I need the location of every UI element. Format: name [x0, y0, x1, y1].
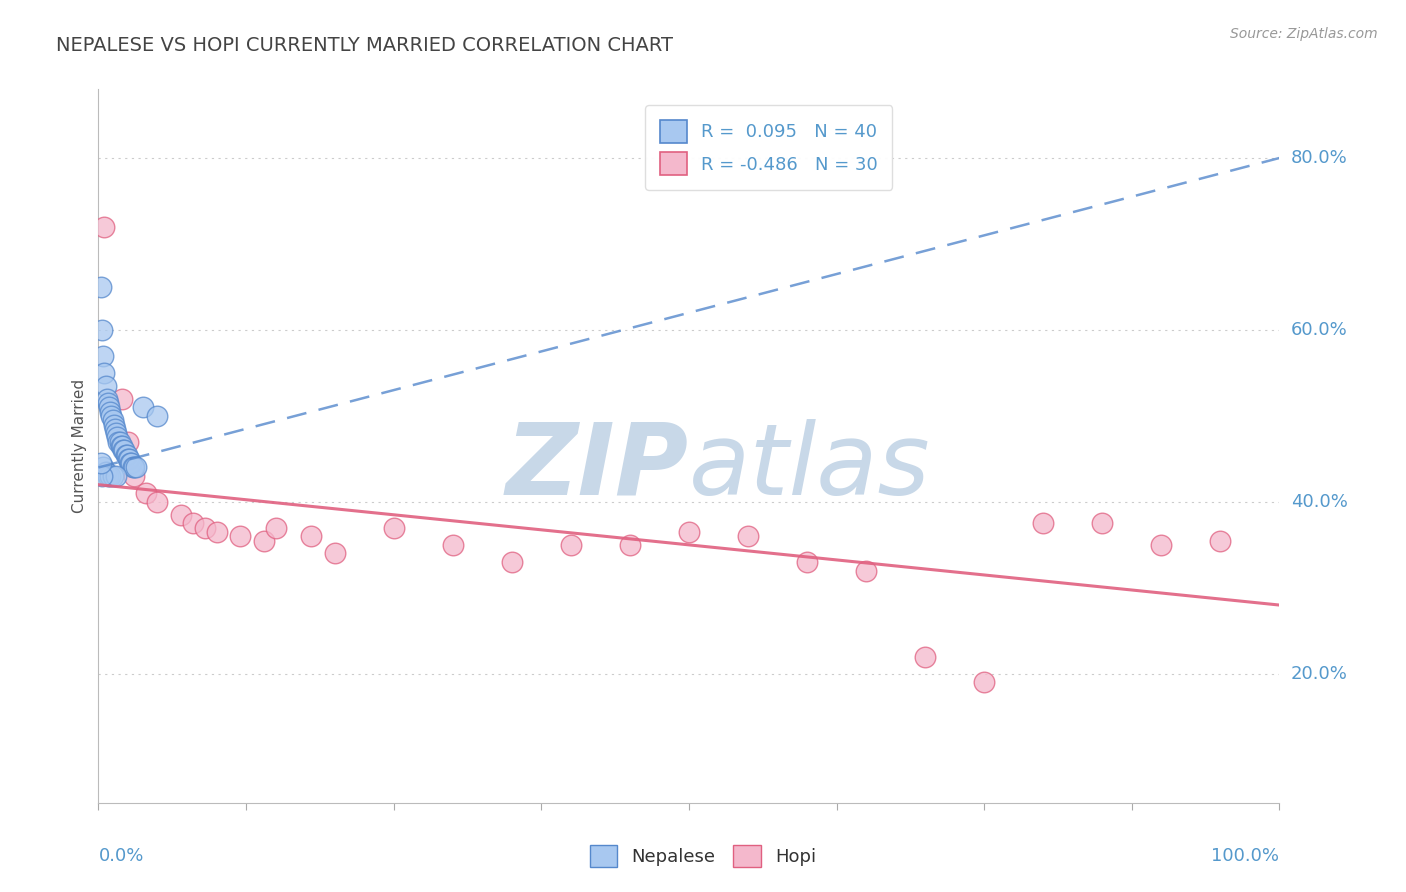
- Point: [229, 529, 252, 543]
- Point: [501, 555, 523, 569]
- Point: [560, 538, 582, 552]
- Text: 0.0%: 0.0%: [98, 847, 143, 865]
- Text: Source: ZipAtlas.com: Source: ZipAtlas.com: [1230, 27, 1378, 41]
- Point: [299, 529, 322, 543]
- Point: [323, 546, 346, 560]
- Point: [117, 434, 139, 449]
- Point: [112, 443, 135, 458]
- Point: [91, 460, 114, 475]
- Point: [90, 280, 112, 294]
- Point: [105, 430, 128, 444]
- Point: [91, 349, 114, 363]
- Point: [146, 409, 169, 423]
- Point: [91, 469, 114, 483]
- Point: [382, 521, 405, 535]
- Text: 100.0%: 100.0%: [1212, 847, 1279, 865]
- Point: [112, 443, 135, 458]
- Point: [105, 469, 128, 483]
- Point: [111, 392, 134, 406]
- Point: [121, 460, 143, 475]
- Point: [97, 469, 120, 483]
- Text: 80.0%: 80.0%: [1291, 149, 1347, 167]
- Point: [101, 413, 124, 427]
- Text: 40.0%: 40.0%: [1291, 493, 1347, 511]
- Point: [98, 469, 121, 483]
- Point: [94, 465, 117, 479]
- Point: [108, 434, 131, 449]
- Point: [170, 508, 193, 522]
- Point: [125, 460, 148, 475]
- Text: 20.0%: 20.0%: [1291, 665, 1347, 683]
- Point: [132, 401, 155, 415]
- Text: atlas: atlas: [689, 419, 931, 516]
- Text: ZIP: ZIP: [506, 419, 689, 516]
- Text: 60.0%: 60.0%: [1291, 321, 1347, 339]
- Point: [855, 564, 877, 578]
- Point: [973, 675, 995, 690]
- Point: [796, 555, 818, 569]
- Point: [118, 451, 141, 466]
- Point: [91, 323, 114, 337]
- Point: [98, 401, 121, 415]
- Point: [98, 404, 121, 418]
- Y-axis label: Currently Married: Currently Married: [72, 379, 87, 513]
- Point: [441, 538, 464, 552]
- Point: [93, 219, 115, 234]
- Point: [678, 524, 700, 539]
- Legend: R =  0.095   N = 40, R = -0.486   N = 30: R = 0.095 N = 40, R = -0.486 N = 30: [645, 105, 893, 190]
- Point: [194, 521, 217, 535]
- Point: [120, 456, 142, 470]
- Point: [181, 516, 204, 531]
- Point: [737, 529, 759, 543]
- Point: [1209, 533, 1232, 548]
- Point: [100, 409, 122, 423]
- Point: [264, 521, 287, 535]
- Point: [121, 456, 143, 470]
- Point: [135, 486, 157, 500]
- Text: NEPALESE VS HOPI CURRENTLY MARRIED CORRELATION CHART: NEPALESE VS HOPI CURRENTLY MARRIED CORRE…: [56, 36, 673, 54]
- Point: [101, 469, 124, 483]
- Point: [114, 448, 136, 462]
- Legend: Nepalese, Hopi: Nepalese, Hopi: [582, 838, 824, 874]
- Point: [1032, 516, 1054, 531]
- Point: [107, 434, 129, 449]
- Point: [122, 460, 145, 475]
- Point: [253, 533, 276, 548]
- Point: [97, 396, 120, 410]
- Point: [122, 469, 145, 483]
- Point: [111, 439, 134, 453]
- Point: [115, 448, 138, 462]
- Point: [103, 417, 125, 432]
- Point: [94, 379, 117, 393]
- Point: [110, 439, 132, 453]
- Point: [93, 366, 115, 380]
- Point: [117, 451, 139, 466]
- Point: [619, 538, 641, 552]
- Point: [96, 392, 118, 406]
- Point: [914, 649, 936, 664]
- Point: [90, 456, 112, 470]
- Point: [105, 426, 128, 441]
- Point: [146, 495, 169, 509]
- Point: [104, 422, 127, 436]
- Point: [1091, 516, 1114, 531]
- Point: [1150, 538, 1173, 552]
- Point: [205, 524, 228, 539]
